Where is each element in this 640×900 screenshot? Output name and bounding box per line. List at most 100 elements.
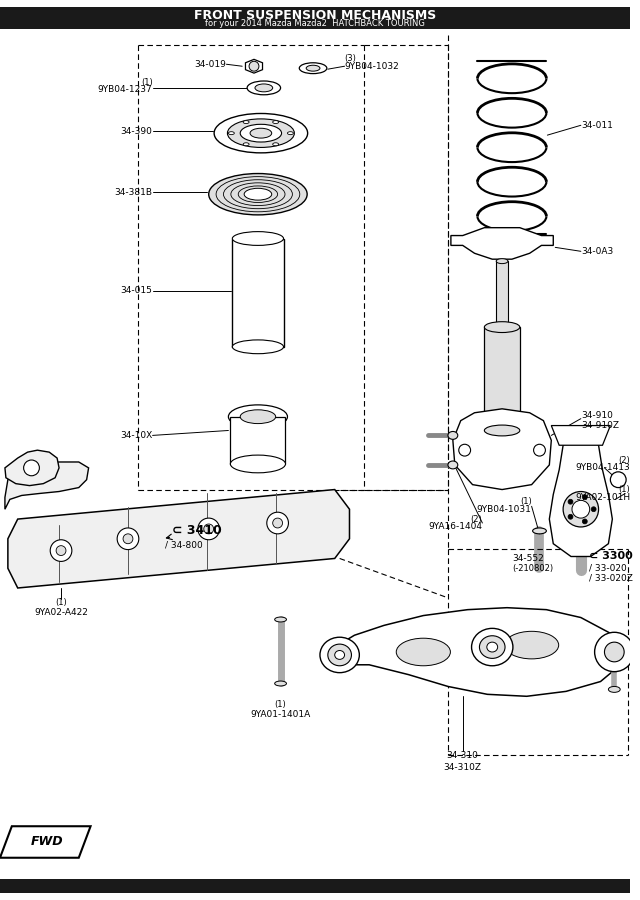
Text: for your 2014 Mazda Mazda2  HATCHBACK TOURING: for your 2014 Mazda Mazda2 HATCHBACK TOU… (205, 20, 425, 29)
Polygon shape (551, 426, 611, 446)
Ellipse shape (243, 121, 249, 123)
Ellipse shape (479, 635, 505, 659)
Bar (484, 327, 520, 430)
Circle shape (50, 540, 72, 562)
Circle shape (273, 518, 282, 528)
Circle shape (267, 512, 289, 534)
Ellipse shape (300, 63, 327, 74)
Text: 9YB04-1032: 9YB04-1032 (344, 62, 399, 71)
Text: / 33-020: / 33-020 (589, 563, 627, 572)
Text: 34-019: 34-019 (195, 59, 227, 68)
Circle shape (56, 545, 66, 555)
Text: ⊂ 3300: ⊂ 3300 (589, 552, 632, 562)
Ellipse shape (275, 681, 287, 686)
Text: 9YB04-1031: 9YB04-1031 (477, 505, 532, 514)
Circle shape (582, 519, 588, 524)
Bar (496, 261, 508, 332)
Ellipse shape (472, 628, 513, 666)
Ellipse shape (287, 131, 293, 135)
Circle shape (582, 495, 588, 500)
Bar (0, 879, 630, 893)
Text: 9YA02-101H: 9YA02-101H (575, 493, 630, 502)
Text: 9YB04-1413: 9YB04-1413 (575, 464, 630, 472)
Ellipse shape (448, 431, 458, 439)
Text: (3): (3) (344, 54, 356, 63)
Circle shape (604, 642, 624, 662)
Circle shape (563, 491, 598, 527)
Text: 34-552: 34-552 (512, 554, 543, 563)
Text: (2): (2) (618, 455, 630, 464)
Bar (232, 238, 284, 346)
Circle shape (611, 472, 626, 488)
Text: 9YA16-1404: 9YA16-1404 (428, 523, 483, 532)
Text: (1): (1) (618, 485, 630, 494)
Ellipse shape (396, 638, 451, 666)
Ellipse shape (227, 119, 294, 148)
Ellipse shape (335, 651, 344, 660)
Text: 9YB04-1237: 9YB04-1237 (98, 86, 152, 94)
Ellipse shape (255, 84, 273, 92)
Circle shape (24, 460, 40, 476)
Ellipse shape (532, 528, 547, 534)
Text: FRONT SUSPENSION MECHANISMS: FRONT SUSPENSION MECHANISMS (194, 8, 436, 22)
Ellipse shape (232, 231, 284, 246)
Polygon shape (246, 59, 262, 73)
Polygon shape (8, 490, 349, 588)
Ellipse shape (240, 124, 282, 142)
Text: 34-910: 34-910 (581, 411, 612, 420)
Ellipse shape (209, 174, 307, 215)
Polygon shape (451, 228, 553, 259)
Text: 9YA01-1401A: 9YA01-1401A (250, 709, 310, 718)
Polygon shape (549, 438, 612, 556)
Text: (-210802): (-210802) (512, 563, 553, 572)
Circle shape (459, 445, 470, 456)
Text: (1): (1) (520, 497, 532, 506)
Text: (1): (1) (275, 699, 287, 708)
Ellipse shape (609, 687, 620, 692)
Text: (1): (1) (141, 78, 152, 87)
Polygon shape (0, 826, 91, 858)
Ellipse shape (273, 121, 278, 123)
Text: 34-10X: 34-10X (120, 431, 152, 440)
Text: 34-381B: 34-381B (115, 188, 152, 197)
Polygon shape (453, 409, 551, 490)
Circle shape (198, 518, 220, 540)
Text: / 33-020Z: / 33-020Z (589, 573, 632, 582)
Ellipse shape (214, 113, 308, 153)
Polygon shape (5, 450, 59, 486)
Text: 9YA02-A422: 9YA02-A422 (34, 608, 88, 617)
Ellipse shape (244, 188, 272, 200)
Text: / 34-800: / 34-800 (165, 540, 203, 549)
Circle shape (123, 534, 133, 544)
Ellipse shape (487, 642, 498, 652)
Ellipse shape (228, 405, 287, 428)
Text: 34-015: 34-015 (121, 286, 152, 295)
Text: 34-310: 34-310 (447, 751, 479, 760)
Bar (0, 7, 630, 29)
Text: 34-910Z: 34-910Z (581, 421, 619, 430)
Circle shape (117, 528, 139, 550)
Ellipse shape (275, 617, 287, 622)
Circle shape (591, 507, 596, 512)
Ellipse shape (247, 81, 280, 94)
Ellipse shape (228, 131, 234, 135)
Ellipse shape (320, 637, 359, 672)
Circle shape (568, 514, 573, 519)
Circle shape (568, 500, 573, 504)
Ellipse shape (232, 340, 284, 354)
Text: 34-390: 34-390 (121, 127, 152, 136)
Ellipse shape (484, 425, 520, 436)
Circle shape (595, 633, 634, 671)
Polygon shape (335, 608, 622, 697)
Polygon shape (5, 462, 88, 509)
Circle shape (534, 445, 545, 456)
Ellipse shape (504, 631, 559, 659)
Text: 34-0A3: 34-0A3 (581, 247, 613, 256)
Text: (2): (2) (470, 515, 483, 524)
Text: 34-011: 34-011 (581, 121, 612, 130)
Ellipse shape (273, 143, 278, 146)
Text: FWD: FWD (31, 835, 63, 849)
Text: ⊂ 3410: ⊂ 3410 (172, 525, 222, 537)
Text: 34-310Z: 34-310Z (444, 762, 482, 771)
Ellipse shape (448, 461, 458, 469)
